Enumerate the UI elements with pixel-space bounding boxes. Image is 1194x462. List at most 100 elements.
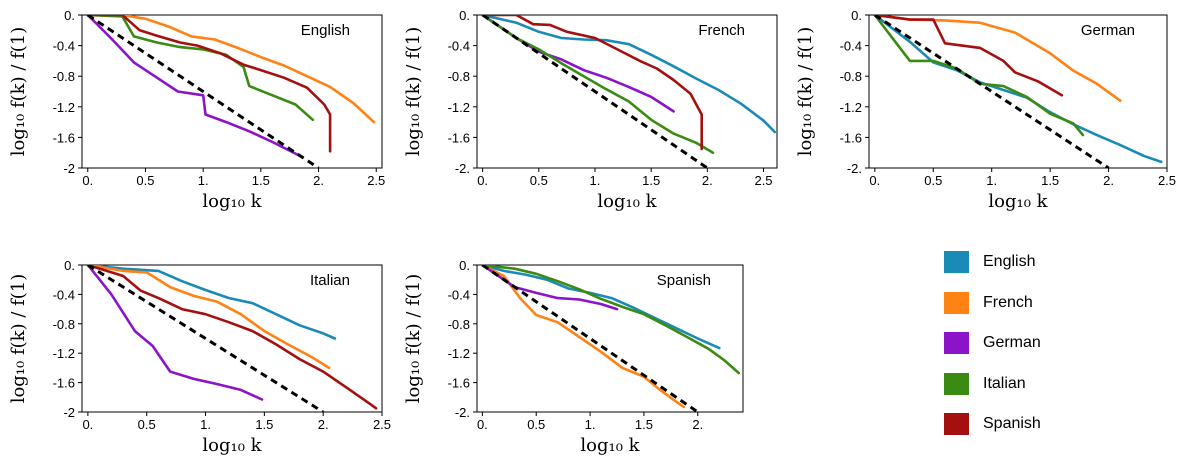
series-line-english	[86, 265, 337, 340]
y-tick-label: 0.	[64, 258, 75, 273]
plot-frame	[476, 264, 744, 413]
x-tick-label: 0.	[82, 173, 93, 188]
legend: English French German Italian Spanish	[944, 242, 1124, 445]
legend-swatch	[944, 332, 969, 355]
y-tick-label: -2.	[455, 161, 470, 176]
y-tick-label: -0.8	[840, 69, 862, 84]
x-tick-label: 2.5	[367, 173, 385, 188]
series-line-italian	[86, 15, 315, 122]
x-tick-label: 2.	[702, 173, 713, 188]
x-tick-label: 0.	[477, 173, 488, 188]
reference-dashed-line	[874, 15, 1110, 168]
x-axis-label: log₁₀ k	[597, 191, 657, 212]
x-tick-label: 1.5	[255, 417, 273, 432]
x-tick-label: 1.	[585, 417, 596, 432]
x-tick-label: 1.	[590, 173, 601, 188]
y-tick-label: 0.	[64, 8, 75, 23]
y-tick-label: -0.4	[53, 39, 75, 54]
x-tick-label: 1.	[198, 173, 209, 188]
panel-title: French	[698, 22, 745, 39]
series-line-french	[481, 265, 686, 409]
panel-title: English	[301, 22, 350, 39]
legend-swatch	[944, 413, 969, 436]
x-tick-label: 2.5	[373, 417, 391, 432]
legend-swatch	[944, 291, 969, 314]
series-line-french	[86, 15, 376, 124]
y-tick-label: -0.4	[448, 287, 470, 302]
y-tick-label: 0.	[459, 258, 470, 273]
y-axis-label: log₁₀ f(k) / f(1)	[403, 274, 424, 404]
panel-title: German	[1081, 22, 1135, 39]
reference-dashed-line	[481, 265, 699, 412]
y-axis-label: log₁₀ f(k) / f(1)	[8, 274, 29, 404]
y-tick-label: -2	[63, 405, 75, 420]
y-tick-label: -1.6	[448, 376, 470, 391]
legend-swatch	[944, 372, 969, 395]
reference-dashed-line	[87, 265, 324, 412]
x-axis-label: log₁₀ k	[202, 435, 262, 456]
series-line-italian	[873, 15, 1085, 137]
chart-panel: 0. 0.5 1. 1.5 2. 2.5 0. -0.4 -0.8 -1.2 -1.6 -2. log₁…	[403, 8, 778, 212]
y-tick-label: -0.8	[53, 317, 75, 332]
series-line-italian	[481, 265, 740, 375]
y-axis-label: log₁₀ f(k) / f(1)	[403, 27, 424, 157]
plot-frame	[868, 14, 1168, 169]
y-tick-label: -1.2	[448, 100, 470, 115]
x-tick-label: 2.	[1103, 173, 1114, 188]
y-tick-label: -1.6	[448, 130, 470, 145]
y-tick-label: -0.4	[840, 39, 862, 54]
legend-item: French	[944, 283, 1124, 324]
legend-item: English	[944, 242, 1124, 283]
x-axis-label: log₁₀ k	[580, 435, 640, 456]
legend-label: English	[983, 253, 1036, 271]
y-tick-label: -1.2	[840, 100, 862, 115]
x-axis-label: log₁₀ k	[202, 191, 262, 212]
y-tick-label: -1.2	[53, 346, 75, 361]
series-line-english	[481, 265, 721, 350]
x-tick-label: 0.	[477, 417, 488, 432]
x-tick-label: 0.	[869, 173, 880, 188]
x-tick-label: 2.5	[1158, 173, 1176, 188]
chart-panel: 0. 0.5 1. 1.5 2. 2.5 0. -0.4 -0.8 -1.2 -1.6 -2. log₁…	[795, 8, 1176, 212]
x-tick-label: 0.5	[924, 173, 942, 188]
x-tick-label: 2.	[692, 417, 703, 432]
chart-panel: 0. 0.5 1. 1.5 2. 2.5 0. -0.4 -0.8 -1.2 -1.6 -2 log₁₀…	[8, 258, 391, 456]
y-tick-label: 0.	[851, 8, 862, 23]
reference-dashed-line	[86, 15, 320, 168]
y-tick-label: -2	[63, 161, 75, 176]
y-tick-label: -1.6	[840, 130, 862, 145]
y-tick-label: -1.6	[53, 376, 75, 391]
y-tick-label: -0.8	[448, 69, 470, 84]
y-tick-label: -2.	[455, 405, 470, 420]
x-tick-label: 1.5	[642, 173, 660, 188]
chart-panel: 0. 0.5 1. 1.5 2. 2.5 0. -0.4 -0.8 -1.2 -1.6 -2 log₁₀…	[8, 8, 385, 212]
x-tick-label: 0.5	[527, 417, 545, 432]
panel-title: Spanish	[657, 272, 711, 289]
y-tick-label: -1.2	[448, 346, 470, 361]
y-axis-label: log₁₀ f(k) / f(1)	[795, 27, 816, 157]
y-tick-label: -0.8	[53, 69, 75, 84]
legend-label: Italian	[983, 374, 1026, 392]
x-tick-label: 2.5	[754, 173, 772, 188]
legend-item: Italian	[944, 364, 1124, 405]
legend-item: Spanish	[944, 404, 1124, 445]
legend-item: German	[944, 323, 1124, 364]
x-tick-label: 2.	[318, 417, 329, 432]
panel-title: Italian	[310, 272, 350, 289]
series-line-italian	[481, 15, 715, 154]
y-tick-label: -2.	[847, 161, 862, 176]
series-line-french	[86, 265, 331, 370]
y-tick-label: 0.	[459, 8, 470, 23]
series-line-spanish	[481, 15, 703, 151]
plot-frame	[81, 264, 383, 413]
plot-frame	[476, 14, 778, 169]
x-tick-label: 0.5	[138, 417, 156, 432]
legend-label: Spanish	[983, 415, 1041, 433]
x-tick-label: 0.5	[136, 173, 154, 188]
x-tick-label: 0.	[82, 417, 93, 432]
x-axis-label: log₁₀ k	[988, 191, 1048, 212]
x-tick-label: 1.5	[1041, 173, 1059, 188]
legend-label: French	[983, 293, 1033, 311]
reference-dashed-line	[481, 15, 709, 168]
